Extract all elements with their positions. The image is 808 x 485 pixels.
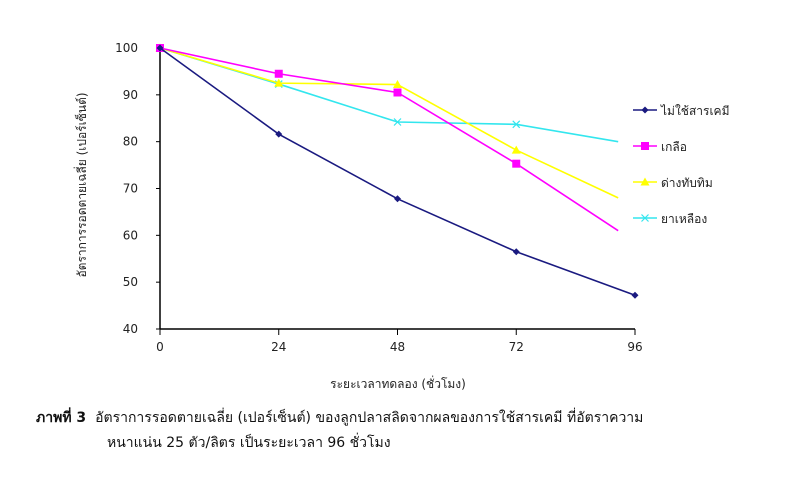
data-point-square — [393, 88, 402, 97]
data-point-square — [274, 69, 283, 78]
data-point-diamond — [156, 44, 164, 52]
data-point-triangle — [511, 145, 521, 154]
legend-item: ยาเหลือง — [633, 212, 707, 226]
legend-label: ด่างทับทิม — [661, 176, 713, 190]
y-tick-label: 60 — [123, 228, 138, 242]
line-chart: 40 50 60 70 80 90 100 0 24 48 72 96 ไม่ใช้สารเคมีเก… — [73, 41, 730, 391]
caption-line-2: หนาแน่น 25 ตัว/ลิตร เป็นระยะเวลา 96 ชั่ว… — [107, 435, 391, 451]
y-axis-label: อัตราการรอดตายเฉลี่ย (เปอร์เซ็นต์) — [73, 92, 89, 277]
legend-label: ยาเหลือง — [661, 212, 707, 226]
x-mark-stroke — [512, 120, 521, 129]
figure-caption: ภาพที่ 3 อัตราการรอดตายเฉลี่ย (เปอร์เซ็น… — [36, 407, 643, 429]
series-line — [159, 47, 619, 199]
data-point-diamond — [394, 195, 401, 203]
legend-label: เกลือ — [661, 140, 687, 154]
data-point-x — [641, 214, 649, 222]
x-mark-stroke — [393, 118, 402, 126]
series-line — [159, 47, 619, 143]
x-mark-stroke — [641, 214, 649, 222]
legend-item: ไม่ใช้สารเคมี — [633, 104, 730, 118]
y-tick-label: 70 — [123, 182, 138, 196]
figure-caption-line-2: หนาแน่น 25 ตัว/ลิตร เป็นระยะเวลา 96 ชั่ว… — [107, 432, 391, 454]
data-point-triangle — [274, 78, 284, 87]
data-point-diamond — [275, 130, 283, 138]
data-point-diamond — [631, 291, 639, 299]
data-point-square — [641, 142, 649, 150]
caption-line-1: อัตราการรอดตายเฉลี่ย (เปอร์เซ็นต์) ของลู… — [95, 410, 644, 426]
x-tick-label: 72 — [509, 340, 524, 354]
x-axis-label: ระยะเวลาทดลอง (ชั่วโมง) — [330, 375, 466, 391]
x-tick-label: 96 — [627, 340, 642, 354]
legend-label: ไม่ใช้สารเคมี — [660, 104, 730, 118]
x-tick-label: 48 — [390, 340, 405, 354]
data-point-x — [512, 120, 521, 129]
data-point-diamond — [641, 106, 649, 114]
x-tick-label: 0 — [156, 340, 164, 354]
data-point-x — [393, 118, 402, 126]
x-tick-label: 24 — [271, 340, 286, 354]
caption-label: ภาพที่ 3 — [36, 410, 87, 426]
y-tick-label: 90 — [123, 88, 138, 102]
data-point-triangle — [640, 177, 650, 186]
data-point-triangle — [393, 80, 402, 89]
data-point-square — [512, 159, 521, 168]
data-point-diamond — [512, 248, 520, 256]
y-tick-label: 50 — [123, 275, 138, 289]
legend-item: ด่างทับทิม — [633, 176, 713, 190]
y-tick-label: 40 — [123, 322, 138, 336]
legend-item: เกลือ — [633, 140, 687, 154]
y-tick-label: 80 — [123, 135, 138, 149]
series-line — [159, 47, 619, 232]
y-tick-label: 100 — [115, 41, 138, 55]
